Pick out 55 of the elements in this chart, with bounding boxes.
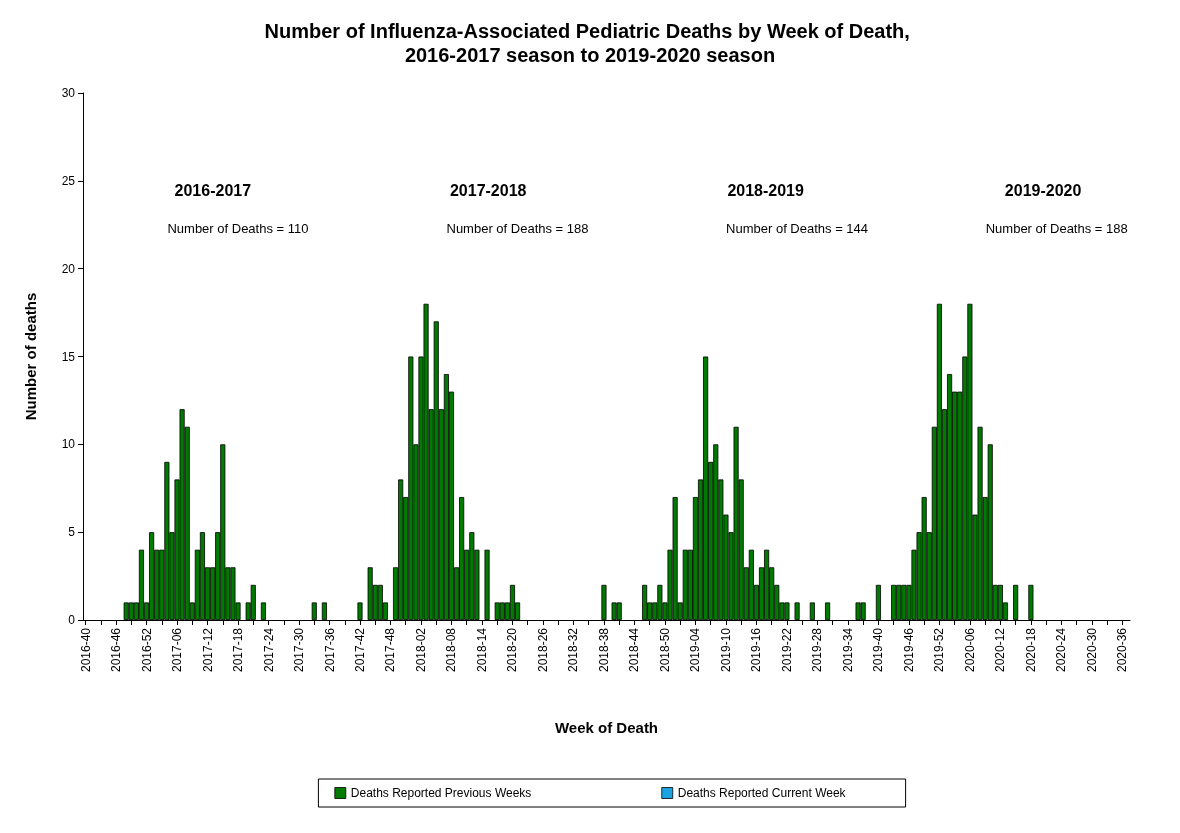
x-tick-label: 2018-32 [566, 627, 581, 673]
x-tick-label: 2017-48 [383, 627, 398, 673]
legend-label: Deaths Reported Previous Weeks [350, 786, 532, 800]
x-tick-label: 2016-46 [109, 627, 124, 673]
x-tick-label: 2016-52 [139, 627, 154, 673]
x-tick-label: 2018-02 [413, 627, 428, 673]
x-tick-label: 2018-44 [627, 627, 642, 673]
x-tick-label: 2018-08 [444, 627, 459, 673]
annotation: 2017-2018 [449, 181, 527, 199]
x-tick-label: 2018-26 [535, 627, 550, 673]
x-tick-label: 2017-24 [261, 627, 276, 673]
x-axis-title: Week of Death [554, 719, 659, 736]
x-tick-label: 2017-42 [353, 627, 367, 673]
y-tick-label: 10 [61, 437, 76, 452]
x-tick-label: 2020-24 [1054, 627, 1069, 673]
x-tick-label: 2020-30 [1084, 627, 1099, 673]
x-tick-label: 2017-36 [322, 627, 337, 673]
y-tick-label: 30 [61, 86, 76, 100]
y-tick-label: 0 [68, 613, 76, 627]
annotation: 2016-2017 [174, 181, 252, 199]
x-tick-label: 2019-28 [810, 627, 825, 673]
x-tick-label: 2017-18 [231, 627, 246, 673]
y-tick-label: 5 [68, 525, 76, 540]
y-tick-label: 25 [61, 173, 76, 188]
y-axis-title: Number of deaths [22, 292, 39, 421]
annotation: 2019-2020 [1004, 181, 1082, 199]
x-tick-label: 2019-22 [779, 627, 794, 673]
x-tick-label: 2018-20 [505, 627, 520, 673]
x-tick-label: 2020-12 [993, 627, 1008, 673]
x-tick-label: 2018-38 [596, 627, 611, 673]
legend-label: Deaths Reported Current Week [677, 786, 847, 800]
chart-title: Number of Influenza-Associated Pediatric Deaths by Week of Death, 2016-2017 season to 2019-2020 season [264, 20, 916, 66]
y-tick-label: 20 [61, 261, 76, 276]
x-tick-label: 2017-30 [292, 627, 307, 673]
x-tick-label: 2019-16 [749, 627, 764, 673]
x-tick-label: 2018-14 [474, 627, 489, 673]
annotation: 2018-2019 [727, 181, 804, 199]
annotation: Number of Deaths = 188 [985, 220, 1128, 236]
x-tick-label: 2019-46 [901, 627, 916, 673]
x-tick-label: 2016-40 [78, 627, 93, 673]
x-tick-label: 2017-12 [200, 627, 215, 673]
x-tick-label: 2018-50 [657, 627, 672, 673]
x-tick-label: 2020-18 [1023, 627, 1038, 673]
annotation: Number of Deaths = 188 [446, 220, 589, 236]
x-tick-label: 2019-10 [718, 627, 733, 673]
x-tick-label: 2019-40 [871, 627, 886, 673]
x-tick-label: 2019-34 [840, 627, 855, 673]
x-tick-label: 2020-06 [962, 627, 977, 673]
annotation: Number of Deaths = 144 [726, 220, 869, 236]
x-tick-label: 2020-36 [1115, 627, 1130, 673]
x-tick-label: 2017-06 [170, 627, 185, 673]
annotation: Number of Deaths = 110 [167, 220, 309, 236]
x-tick-label: 2019-04 [688, 627, 703, 673]
y-tick-label: 15 [61, 349, 76, 364]
x-tick-label: 2019-52 [932, 627, 947, 673]
